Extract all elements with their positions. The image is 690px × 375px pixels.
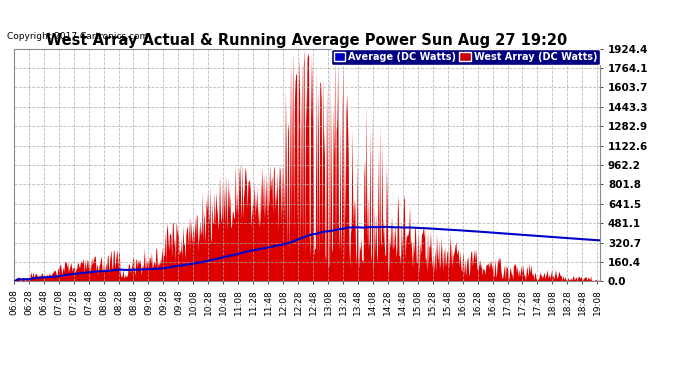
Text: Copyright 2017 Cartronics.com: Copyright 2017 Cartronics.com	[7, 32, 148, 41]
Title: West Array Actual & Running Average Power Sun Aug 27 19:20: West Array Actual & Running Average Powe…	[46, 33, 568, 48]
Legend: Average (DC Watts), West Array (DC Watts): Average (DC Watts), West Array (DC Watts…	[331, 49, 600, 64]
